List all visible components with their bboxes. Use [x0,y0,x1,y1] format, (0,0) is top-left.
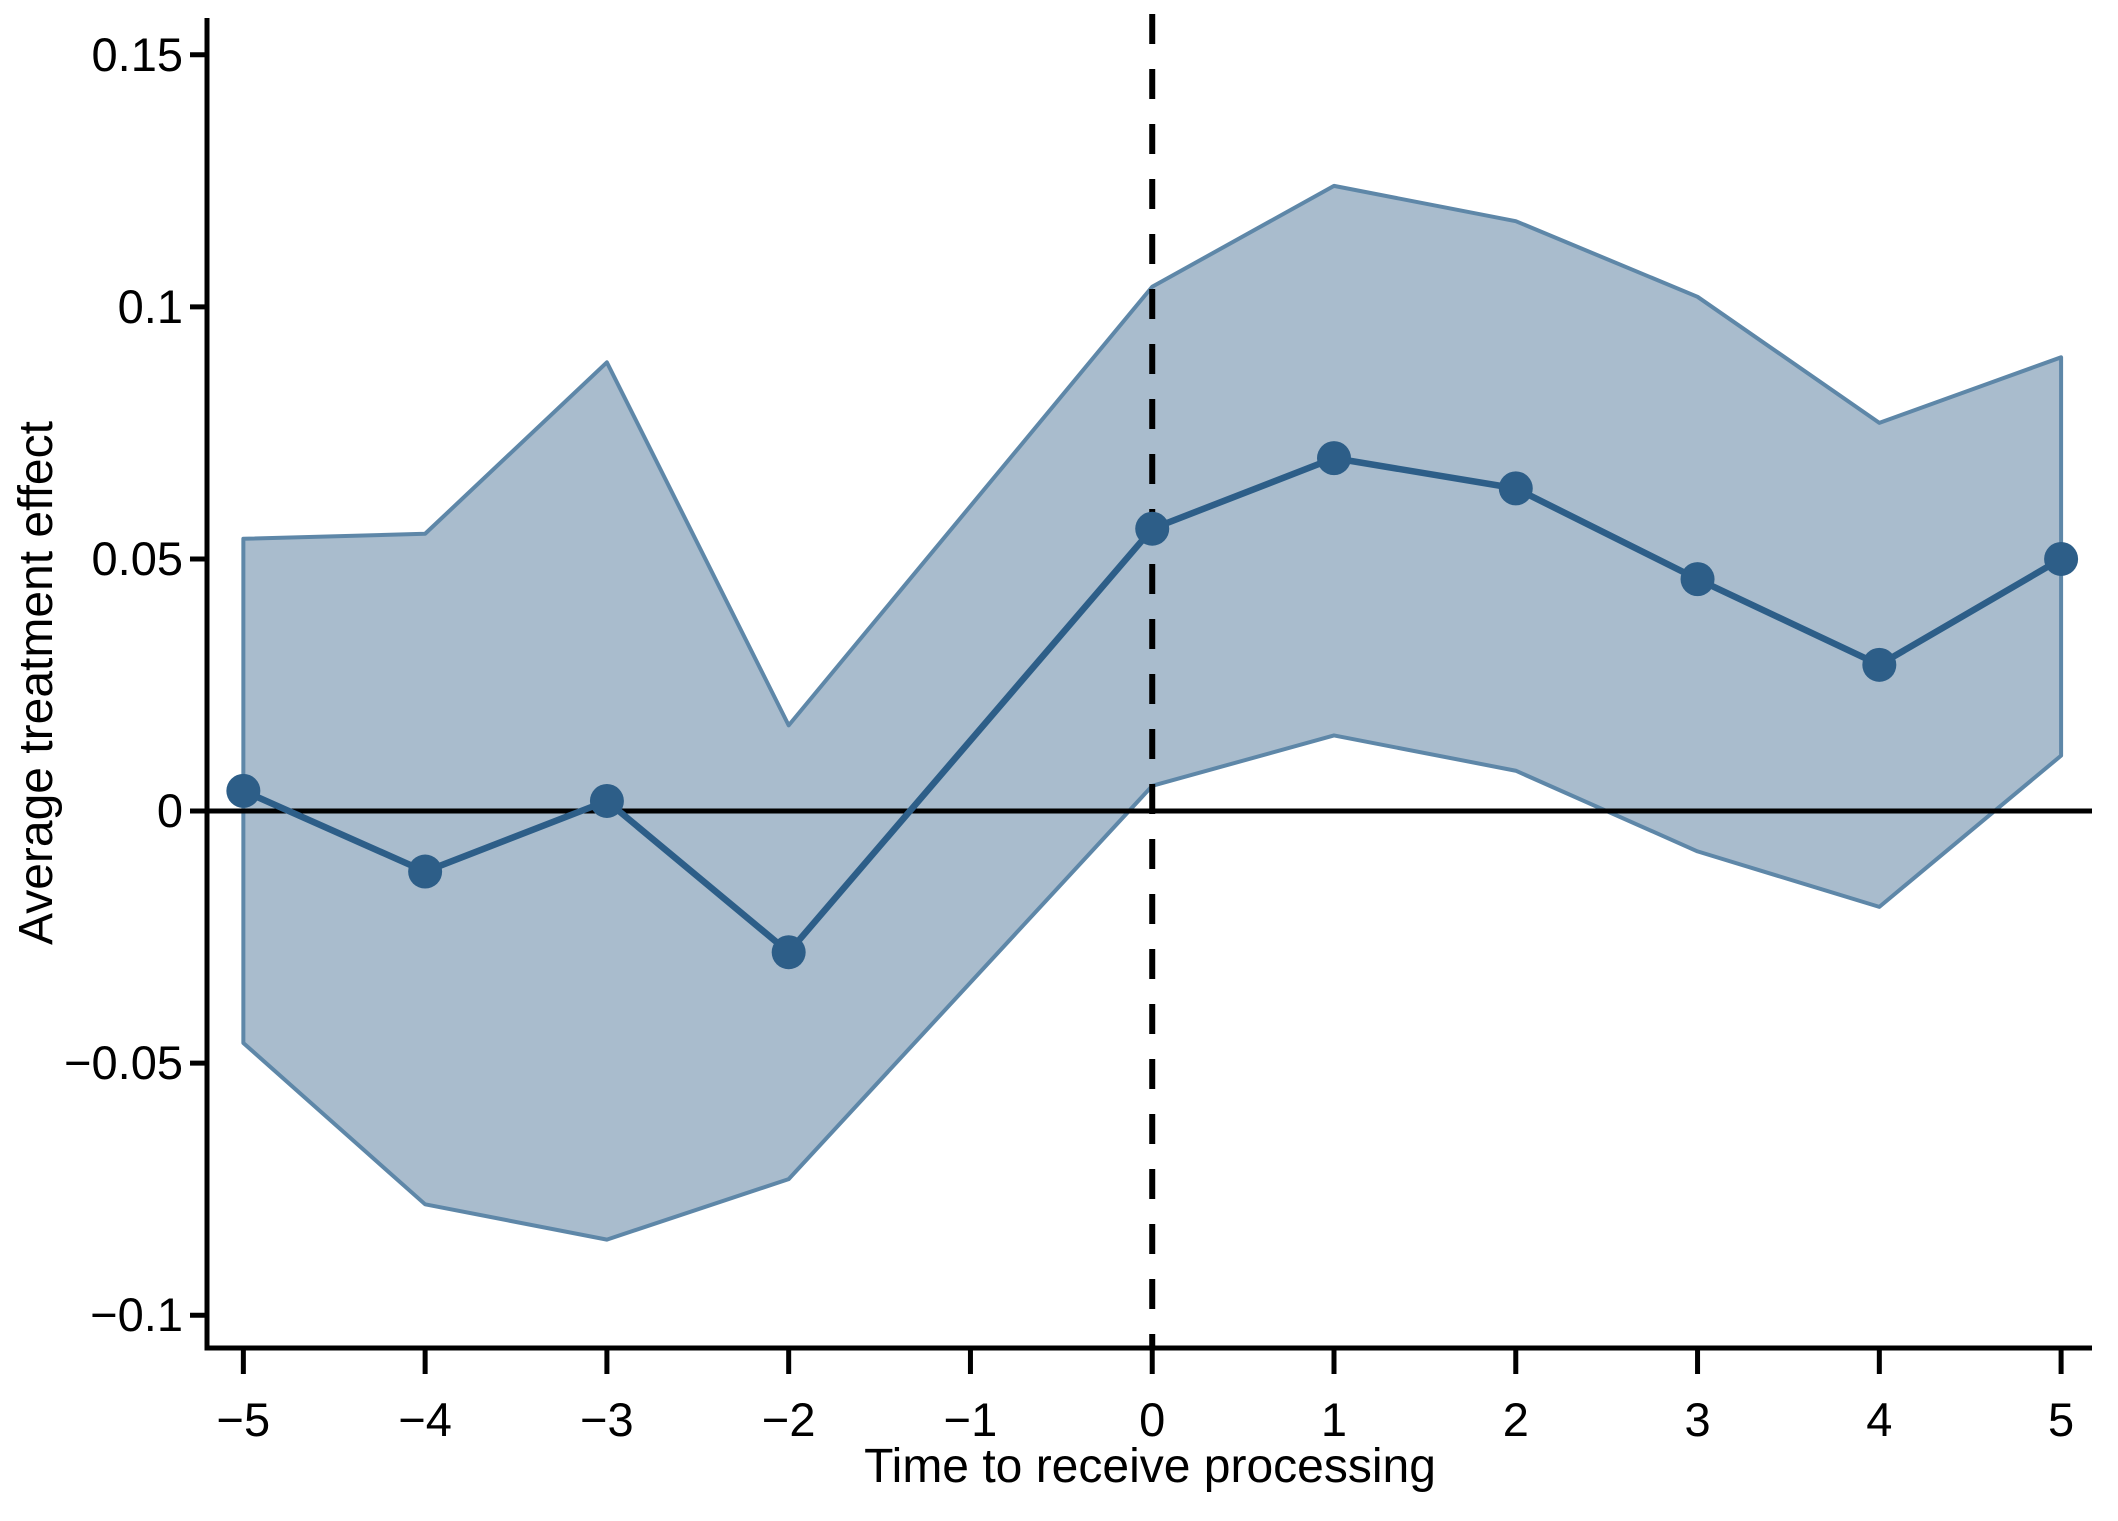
confidence-band [241,183,2064,1242]
x-tick-label: 5 [2048,1393,2074,1446]
y-tick-label: 0.1 [118,280,183,333]
data-point-marker [589,783,624,818]
data-point-marker [408,854,443,889]
data-point-marker [771,935,806,970]
data-point-marker [1317,441,1352,476]
x-tick-label: 3 [1684,1393,1710,1446]
y-tick-label: 0 [157,784,183,837]
data-point-marker [1680,562,1715,597]
y-tick-label: 0.15 [92,28,183,81]
data-point-marker [2044,541,2079,576]
series-layer [226,441,2079,970]
x-axis-title: Time to receive processing [864,1440,1436,1493]
estimate-line [240,454,2065,956]
y-tick-label: 0.05 [92,532,183,585]
x-tick-label: −2 [762,1393,816,1446]
y-tick-label: −0.1 [90,1288,183,1341]
x-tick-label: −3 [580,1393,634,1446]
x-tick-label: 1 [1321,1393,1347,1446]
y-tick-label: −0.05 [64,1036,183,1089]
x-tick-label: 0 [1139,1393,1165,1446]
reference-lines-layer [207,14,2092,1348]
confidence-band-layer [241,183,2064,1242]
x-tick-label: −5 [217,1393,271,1446]
x-tick-label: 4 [1866,1393,1892,1446]
data-point-marker [1862,647,1897,682]
data-point-marker [1135,511,1170,546]
y-axis-title: Average treatment effect [10,421,63,945]
x-tick-label: −1 [944,1393,998,1446]
x-tick-label: 2 [1503,1393,1529,1446]
data-point-marker [226,773,261,808]
data-point-marker [1498,471,1533,506]
x-tick-label: −4 [398,1393,452,1446]
axes-layer: −5 −4 −3 −2 −1 0 1 2 3 4 5 −0.1 −0.05 0 0.05 0.1 0.15 [64,18,2092,1446]
